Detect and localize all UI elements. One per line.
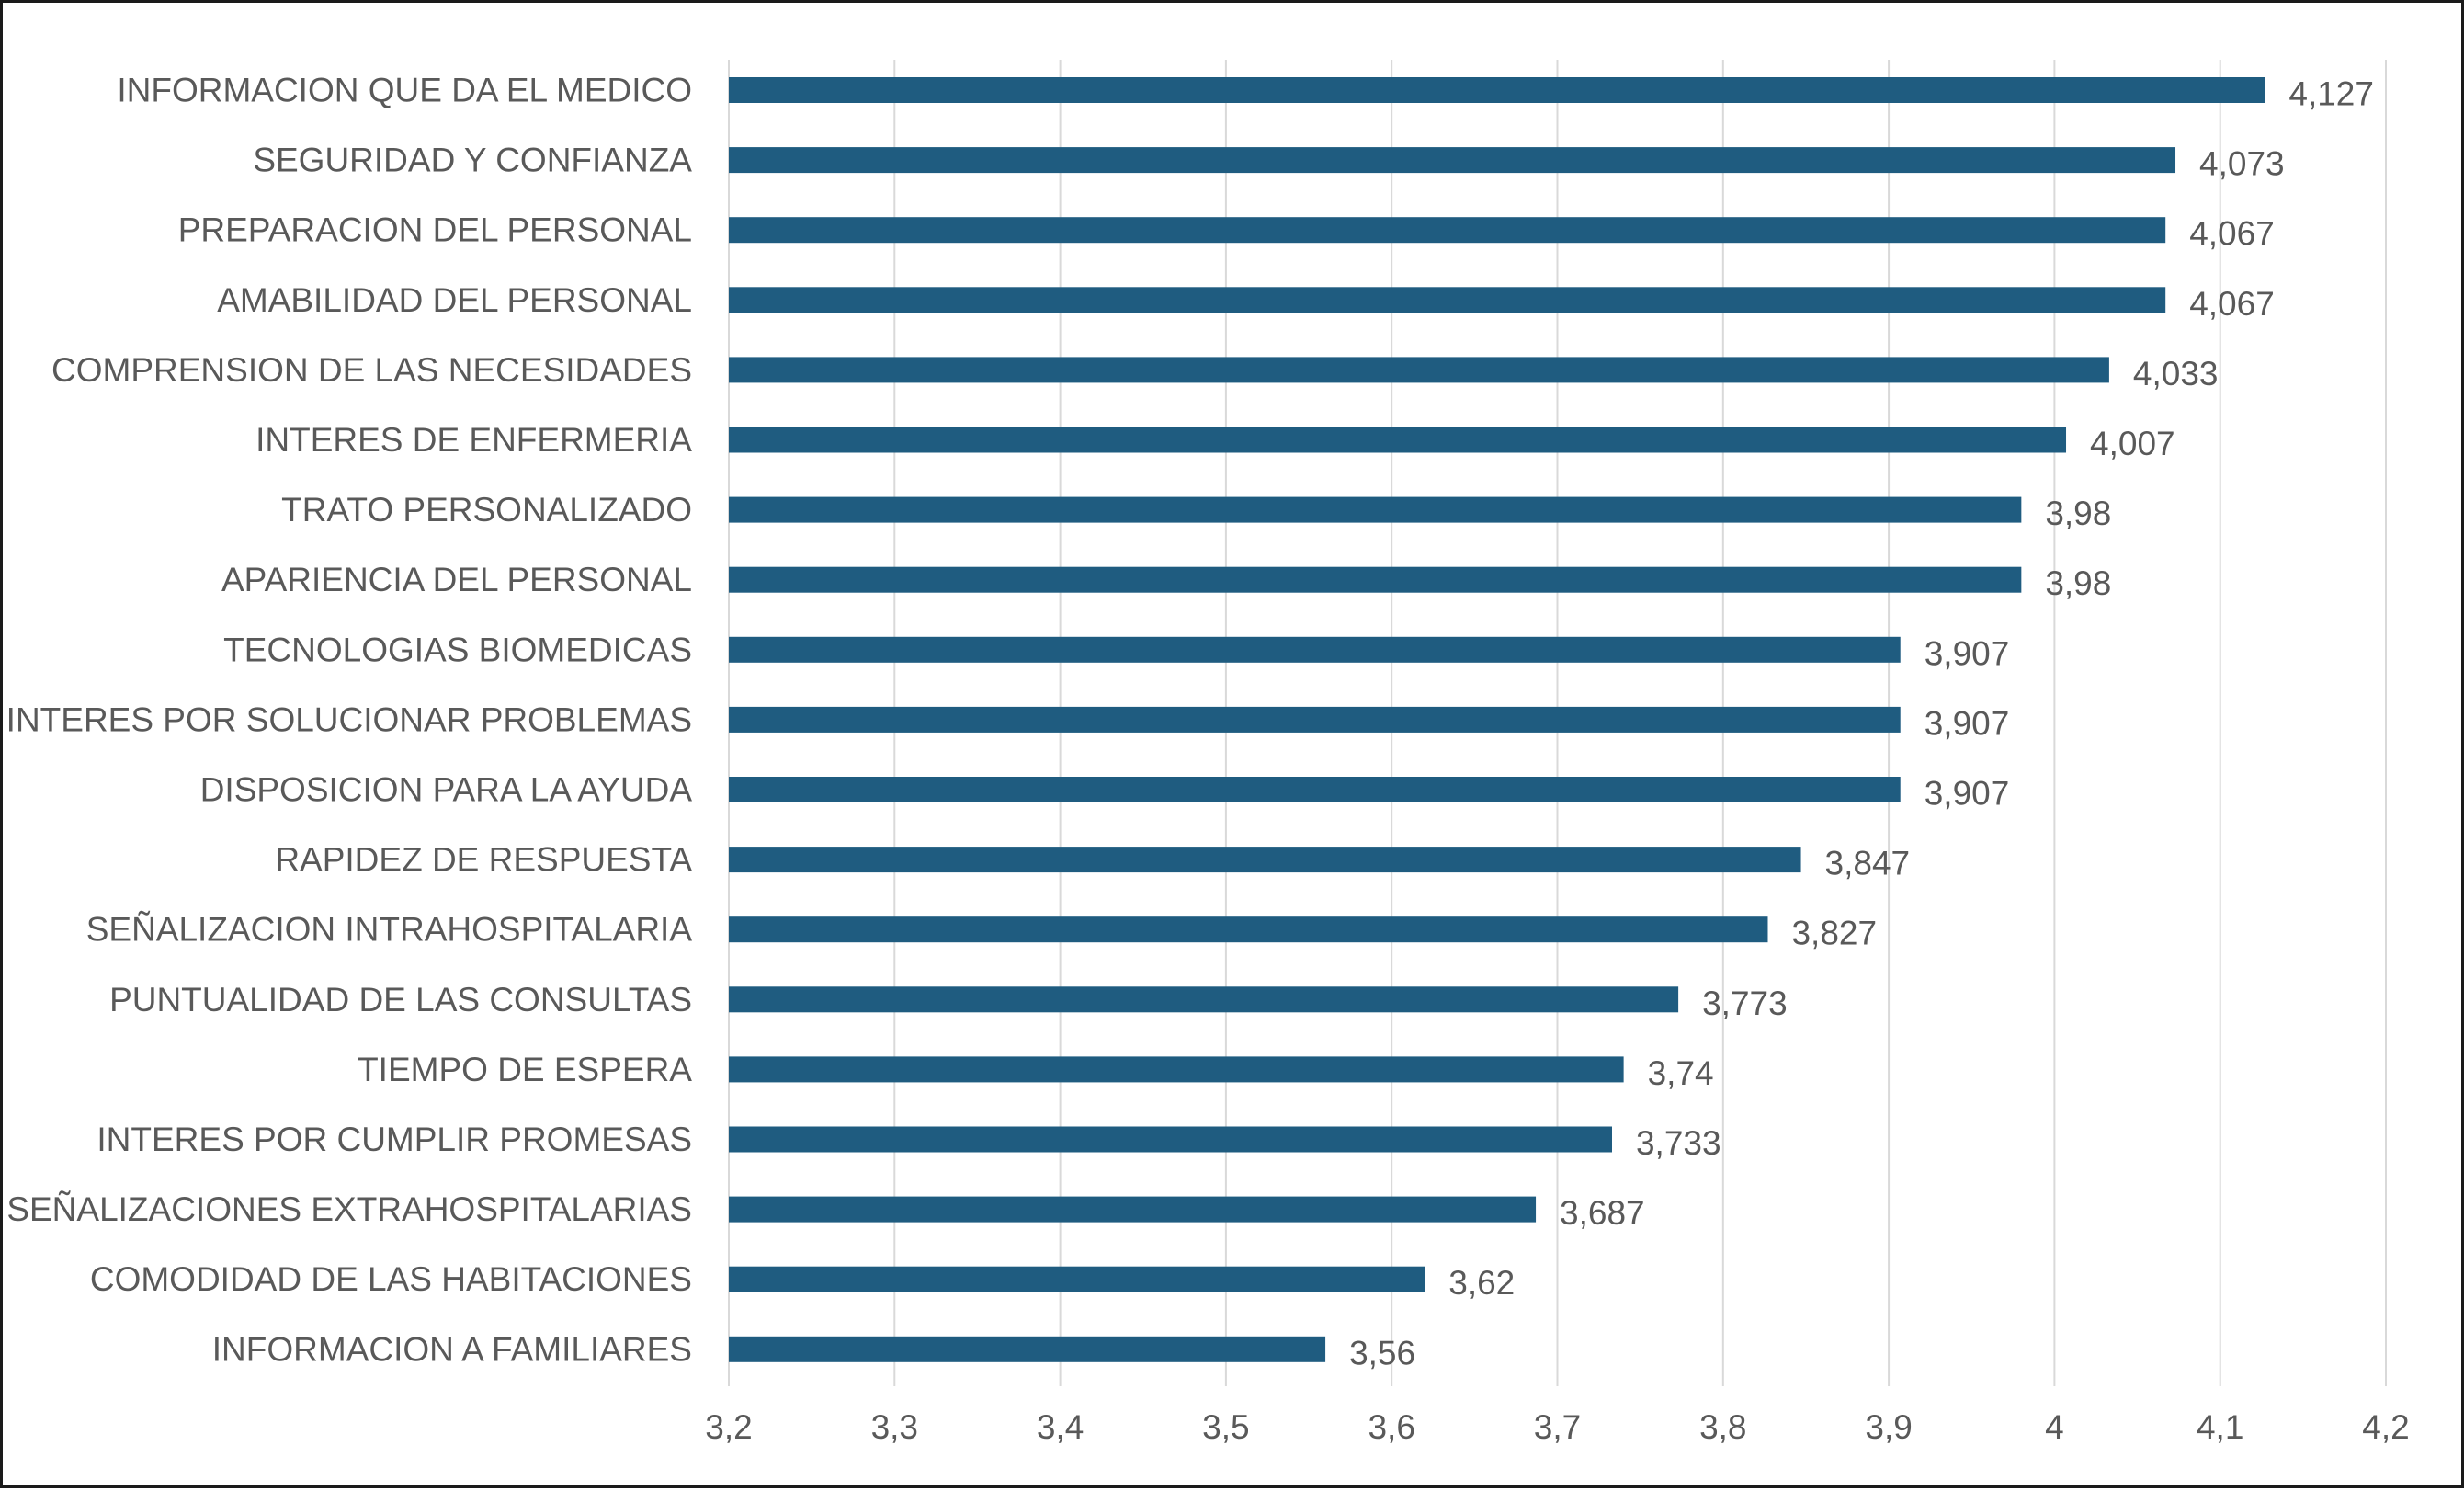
bar-3 [729,287,2166,313]
value-label-3: 4,067 [2189,285,2275,323]
value-label-11: 3,847 [1825,845,1911,882]
bar-16 [729,1196,1537,1223]
category-label-17: COMODIDAD DE LAS HABITACIONES [90,1260,692,1298]
bar-0 [729,77,2265,103]
category-label-13: PUNTUALIDAD DE LAS CONSULTAS [109,981,692,1019]
bar-12 [729,916,1768,943]
category-label-5: INTERES DE ENFERMERIA [255,421,692,459]
value-label-7: 3,98 [2045,564,2111,602]
category-label-8: TECNOLOGIAS BIOMEDICAS [223,631,692,668]
value-label-9: 3,907 [1925,704,2010,742]
x-tick-label-10: 4,2 [2362,1408,2409,1446]
category-label-1: SEGURIDAD Y CONFIANZA [253,142,692,179]
value-label-4: 4,033 [2133,355,2219,393]
bar-15 [729,1126,1612,1153]
value-label-15: 3,733 [1636,1124,1721,1162]
category-label-6: TRATO PERSONALIZADO [281,491,692,529]
category-label-14: TIEMPO DE ESPERA [358,1051,692,1088]
x-axis-tick-labels: 3,2 3,3 3,4 3,5 3,6 3,7 3,8 3,9 4 4,1 4,2 [705,1408,2409,1446]
x-tick-label-6: 3,8 [1699,1408,1746,1446]
category-label-7: APARIENCIA DEL PERSONAL [221,561,692,598]
value-label-2: 4,067 [2189,215,2275,253]
value-label-13: 3,773 [1702,985,1788,1022]
category-label-16: SEÑALIZACIONES EXTRAHOSPITALARIAS [6,1190,692,1228]
category-label-0: INFORMACION QUE DA EL MEDICO [117,72,692,109]
bar-chart: INFORMACION QUE DA EL MEDICO SEGURIDAD Y … [6,60,2410,1446]
value-label-16: 3,687 [1560,1194,1645,1232]
bar-11 [729,847,1801,873]
bar-5 [729,427,2067,453]
value-label-14: 3,74 [1648,1054,1714,1092]
x-tick-label-2: 3,4 [1037,1408,1084,1446]
category-label-4: COMPRENSION DE LAS NECESIDADES [51,351,692,389]
bar-18 [729,1336,1326,1362]
value-label-12: 3,827 [1791,915,1877,952]
bar-2 [729,217,2166,244]
bar-14 [729,1056,1624,1083]
bar-1 [729,147,2176,174]
bar-9 [729,706,1901,733]
x-tick-label-5: 3,7 [1534,1408,1581,1446]
category-label-3: AMABILIDAD DEL PERSONAL [217,281,692,319]
x-tick-label-0: 3,2 [705,1408,752,1446]
category-labels: INFORMACION QUE DA EL MEDICO SEGURIDAD Y … [6,72,693,1369]
bar-7 [729,566,2022,593]
category-label-12: SEÑALIZACION INTRAHOSPITALARIA [86,911,693,949]
x-tick-label-1: 3,3 [871,1408,918,1446]
value-label-1: 4,073 [2199,145,2285,183]
category-label-18: INFORMACION A FAMILIARES [212,1330,692,1368]
value-label-18: 3,56 [1349,1334,1415,1371]
bar-17 [729,1266,1425,1292]
x-tick-label-7: 3,9 [1865,1408,1912,1446]
x-tick-label-9: 4,1 [2197,1408,2243,1446]
category-label-15: INTERES POR CUMPLIR PROMESAS [97,1121,692,1158]
category-label-2: PREPARACION DEL PERSONAL [178,211,692,249]
x-tick-label-8: 4 [2045,1408,2064,1446]
bar-8 [729,636,1901,663]
bar-4 [729,357,2109,383]
value-label-8: 3,907 [1925,634,2010,672]
x-tick-label-4: 3,6 [1368,1408,1414,1446]
bar-13 [729,986,1679,1013]
category-label-11: RAPIDEZ DE RESPUESTA [275,841,692,879]
value-label-5: 4,007 [2090,425,2175,462]
value-label-0: 4,127 [2288,75,2374,113]
bars [729,77,2265,1362]
value-label-6: 3,98 [2045,495,2111,532]
value-label-17: 3,62 [1448,1264,1515,1302]
category-label-9: INTERES POR SOLUCIONAR PROBLEMAS [6,700,692,738]
value-label-10: 3,907 [1925,775,2010,813]
category-label-10: DISPOSICION PARA LA AYUDA [200,771,693,809]
x-tick-label-3: 3,5 [1202,1408,1249,1446]
bar-6 [729,496,2022,523]
bar-10 [729,777,1901,802]
